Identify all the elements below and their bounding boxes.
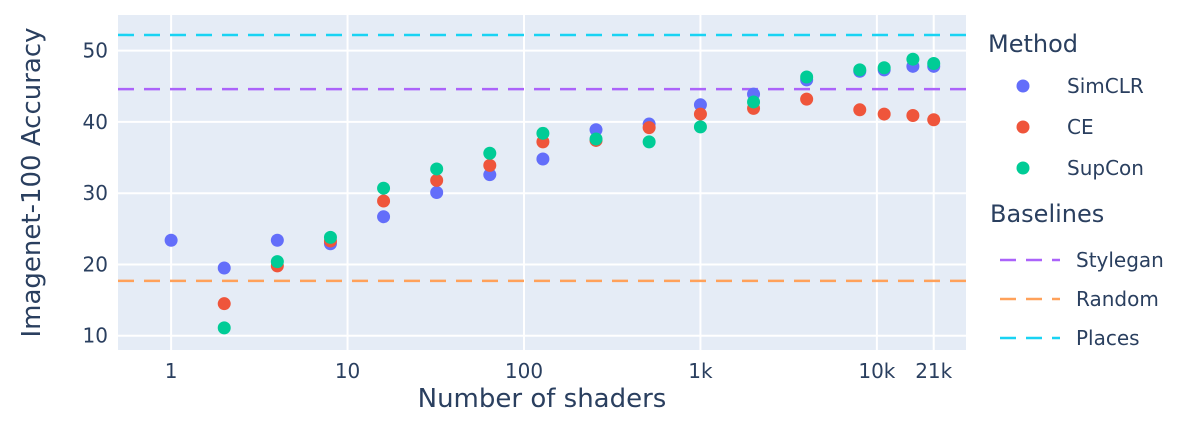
point-supcon: [589, 132, 603, 146]
point-ce: [853, 103, 867, 117]
point-supcon: [270, 255, 284, 269]
point-supcon: [323, 230, 337, 244]
point-supcon: [800, 70, 814, 84]
point-ce: [693, 107, 707, 121]
point-supcon: [536, 126, 550, 140]
x-tick-label: 10: [335, 359, 360, 383]
x-tick-label: 10k: [858, 359, 895, 383]
baseline-lines: [118, 33, 966, 283]
point-simclr: [217, 261, 231, 275]
legend-title-baselines: Baselines: [990, 200, 1104, 228]
point-supcon: [430, 162, 444, 176]
point-ce: [377, 194, 391, 208]
point-simclr: [164, 233, 178, 247]
legend-label-supcon: SupCon: [1067, 156, 1144, 180]
y-tick-label: 10: [83, 324, 108, 348]
legend-label-simclr: SimCLR: [1067, 74, 1144, 98]
legend-label-stylegan: Stylegan: [1076, 248, 1164, 272]
point-ce: [906, 109, 920, 122]
x-axis-title: Number of shaders: [418, 384, 667, 414]
point-simclr: [270, 233, 284, 247]
y-tick-label: 40: [83, 110, 108, 134]
x-tick-labels: 1 10 100 1k 10k 21k: [165, 359, 953, 383]
legend-marker-supcon: [1016, 161, 1030, 175]
legend-title-method: Method: [988, 30, 1078, 58]
legend-marker-ce: [1016, 120, 1030, 134]
data-points: [164, 52, 941, 335]
point-supcon: [853, 63, 867, 77]
point-supcon: [747, 95, 761, 109]
x-tick-label: 1k: [688, 359, 713, 383]
y-axis-title: Imagenet-100 Accuracy: [17, 27, 47, 337]
point-supcon: [693, 120, 707, 134]
point-supcon: [483, 146, 497, 160]
point-supcon: [906, 52, 920, 66]
point-simclr: [483, 168, 497, 182]
point-supcon: [877, 61, 891, 75]
plot-background: [118, 15, 966, 350]
point-ce: [430, 173, 444, 187]
point-simclr: [589, 123, 603, 137]
point-simclr: [693, 98, 707, 112]
point-supcon: [217, 321, 231, 335]
y-tick-label: 30: [83, 181, 108, 205]
point-ce: [877, 107, 891, 121]
point-simclr: [430, 185, 444, 199]
y-tick-label: 50: [83, 39, 108, 63]
point-simclr: [377, 210, 391, 224]
legend-label-places: Places: [1076, 326, 1140, 350]
point-ce: [217, 297, 231, 311]
x-tick-label: 21k: [915, 359, 952, 383]
legend-marker-simclr: [1016, 79, 1030, 93]
x-tick-label: 1: [165, 359, 178, 383]
point-ce: [927, 113, 941, 127]
legend-label-ce: CE: [1067, 115, 1094, 139]
legend-baseline-entries: Stylegan Random Places: [1000, 248, 1164, 350]
point-simclr: [536, 152, 550, 166]
point-ce: [483, 158, 497, 172]
y-tick-labels: 10 20 30 40 50: [83, 39, 108, 348]
x-tick-label: 100: [505, 359, 543, 383]
point-ce: [642, 121, 656, 135]
legend: Method SimCLR CE SupCon Baselines Stylegan…: [988, 30, 1164, 350]
point-supcon: [642, 135, 656, 149]
y-tick-label: 20: [83, 252, 108, 276]
legend-method-entries: SimCLR CE SupCon: [1016, 74, 1144, 180]
point-supcon: [927, 56, 941, 70]
legend-label-random: Random: [1076, 287, 1159, 311]
point-ce: [800, 92, 814, 106]
point-supcon: [377, 181, 391, 195]
